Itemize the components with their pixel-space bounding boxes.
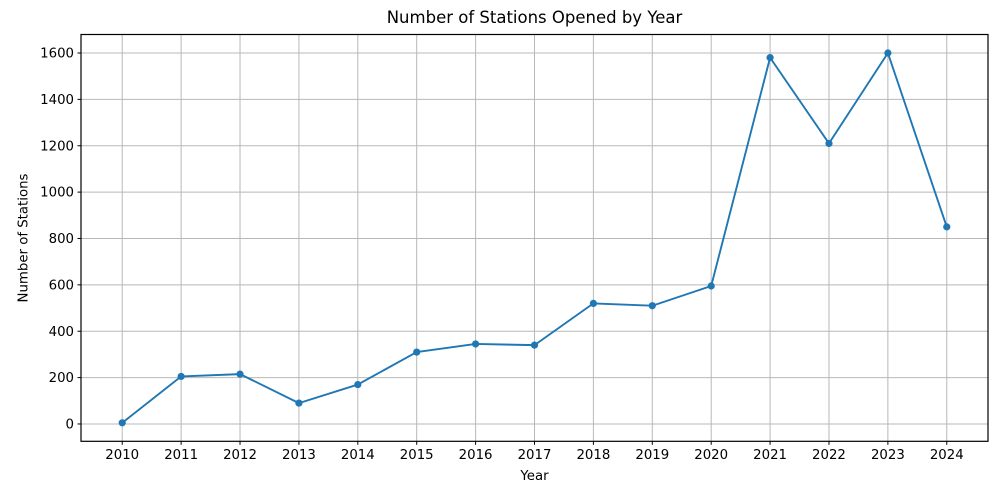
y-tick-label: 800 [49, 232, 74, 247]
y-tick-label: 400 [49, 325, 74, 340]
x-tick-label: 2013 [282, 448, 316, 463]
x-tick-label: 2021 [753, 448, 787, 463]
x-tick-label: 2024 [930, 448, 964, 463]
y-tick-label: 1200 [40, 139, 74, 154]
data-point [648, 302, 656, 310]
data-point [825, 139, 833, 148]
data-point [177, 372, 185, 381]
x-tick-label: 2020 [694, 448, 728, 463]
data-point [236, 370, 244, 378]
x-tick-label: 2016 [459, 448, 493, 463]
y-tick-label: 0 [66, 418, 74, 433]
data-point [295, 399, 303, 407]
x-tick-label: 2011 [164, 448, 198, 463]
y-tick-label: 600 [49, 278, 74, 293]
data-point [472, 340, 480, 348]
data-point [354, 380, 362, 389]
x-tick-label: 2022 [812, 448, 846, 463]
x-tick-label: 2023 [871, 448, 905, 463]
x-tick-label: 2015 [400, 448, 434, 463]
x-tick-label: 2010 [105, 448, 139, 463]
y-tick-label: 1600 [40, 47, 74, 62]
y-tick-label: 1000 [40, 186, 74, 201]
y-tick-label: 200 [49, 371, 74, 386]
chart-title: Number of Stations Opened by Year [386, 8, 683, 27]
x-axis-label: Year [520, 469, 549, 484]
y-tick-label: 1400 [40, 93, 74, 108]
x-tick-label: 2019 [635, 448, 669, 463]
x-tick-label: 2017 [518, 448, 552, 463]
data-point [884, 49, 892, 57]
y-axis-label: Number of Stations [16, 173, 32, 303]
data-point [118, 419, 126, 427]
x-tick-label: 2014 [341, 448, 375, 463]
x-tick-label: 2012 [223, 448, 257, 463]
data-point [589, 299, 597, 308]
data-point [766, 54, 774, 62]
x-tick-label: 2018 [576, 448, 610, 463]
data-point [943, 223, 951, 231]
data-point [530, 341, 539, 349]
data-point [707, 282, 715, 290]
data-point [413, 348, 421, 356]
